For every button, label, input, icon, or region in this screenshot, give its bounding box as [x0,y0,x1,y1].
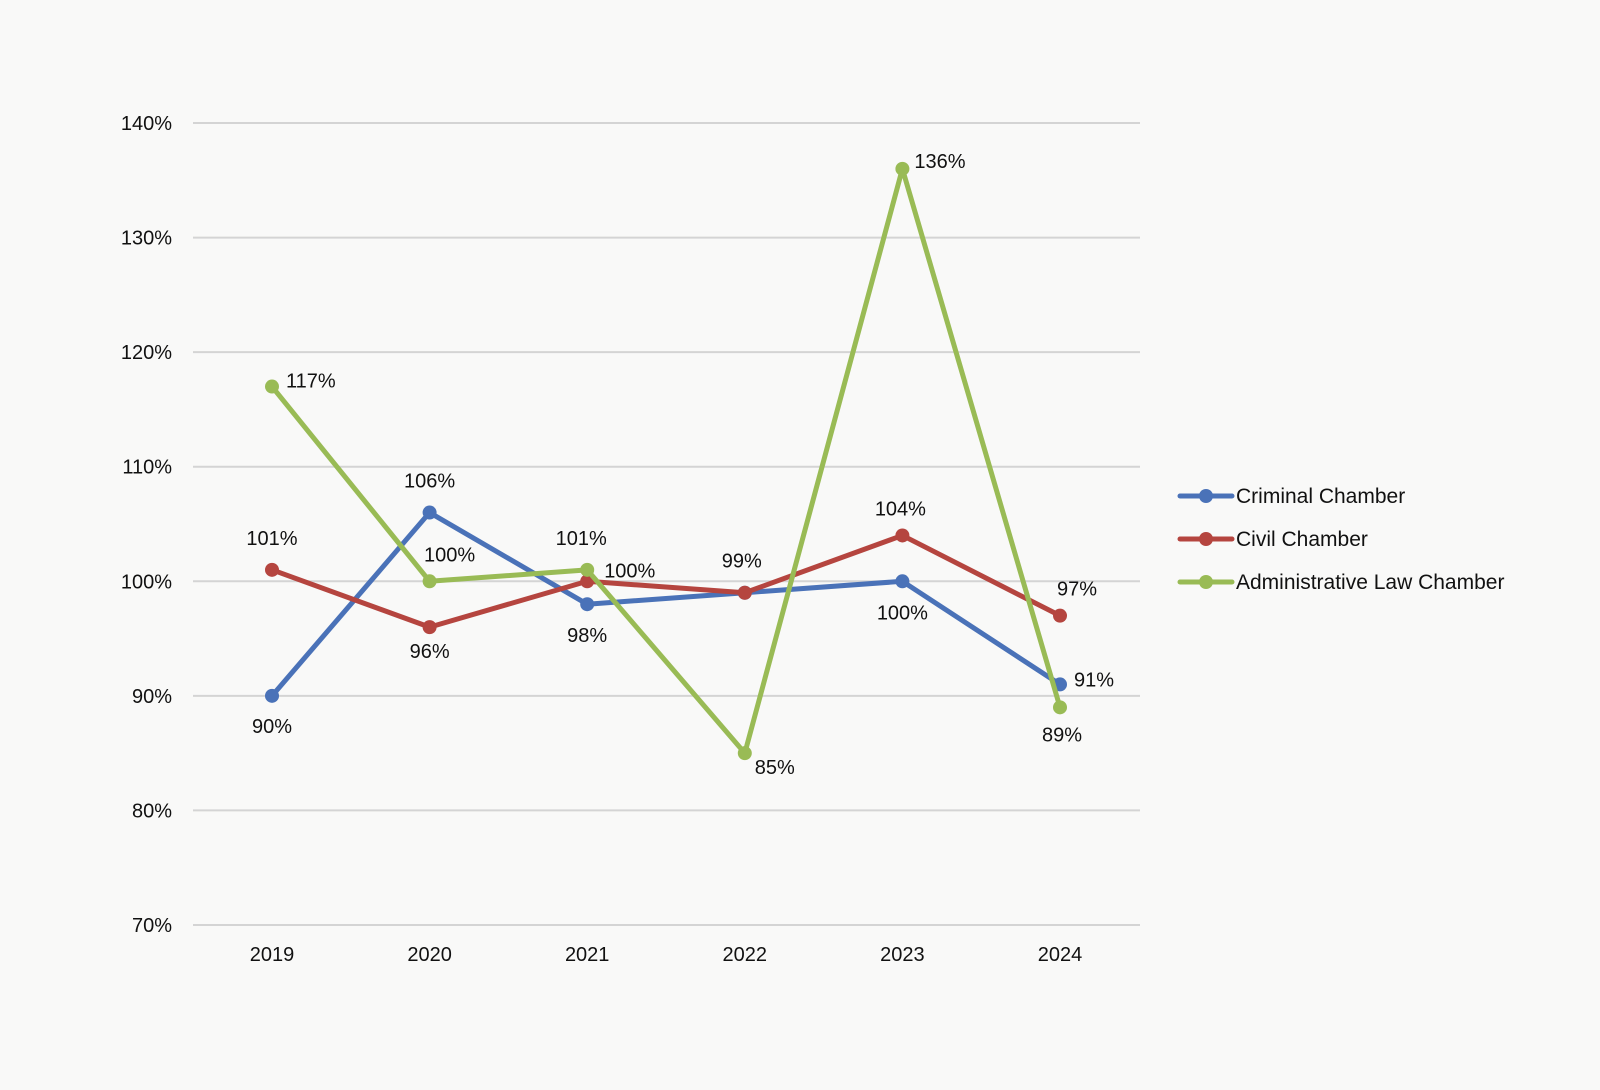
y-tick-label: 80% [132,800,172,822]
series-criminal-chamber [265,505,1067,703]
legend-item: Civil Chamber [1177,528,1368,551]
x-tick-label: 2022 [723,944,768,966]
data-point [895,574,910,589]
series-line [269,166,1063,756]
legend-item: Administrative Law Chamber [1177,571,1504,594]
data-label: 101% [246,528,297,550]
x-axis-tick-labels: 2019 2020 2021 2022 2023 2024 [250,944,1083,966]
y-axis-tick-labels: 70% 80% 90% 100% 110% 120% 130% 140% [121,113,172,937]
data-label: 97% [1057,579,1097,601]
y-tick-label: 130% [121,228,172,250]
data-label: 100% [424,544,475,566]
legend-label: Criminal Chamber [1236,485,1405,508]
legend: Criminal Chamber Civil Chamber Administrat… [1177,485,1504,594]
data-point [1053,700,1067,715]
y-tick-label: 140% [121,113,172,135]
legend-swatch-marker [1199,532,1213,546]
data-point [265,379,279,394]
legend-label: Administrative Law Chamber [1236,571,1504,594]
data-point [895,161,910,176]
x-tick-label: 2021 [565,944,610,966]
x-tick-label: 2020 [407,944,452,966]
data-point [1053,608,1067,623]
legend-swatch-marker [1199,575,1213,589]
legend-swatch-marker [1199,489,1213,503]
data-label: 99% [722,551,762,573]
data-point [580,562,595,577]
data-point [422,505,437,520]
data-point [737,746,752,761]
data-point [737,585,752,600]
data-point [895,528,910,543]
series-line [269,532,1063,630]
data-label: 100% [604,560,655,582]
data-point [580,574,595,589]
y-tick-label: 90% [132,686,172,708]
gridlines [193,122,1140,926]
x-tick-label: 2023 [880,944,925,966]
data-point [422,620,437,635]
data-label: 90% [252,716,292,738]
series-lines [265,161,1067,761]
data-label: 136% [914,151,965,173]
data-label: 104% [875,498,926,520]
data-label: 106% [404,471,455,493]
series-line [269,510,1063,699]
data-point [265,562,279,577]
data-label: 98% [567,625,607,647]
data-labels: 90% 106% 98% 100% 91% 101% 96% 100% 99% 104% 97% 11… [246,151,1114,779]
data-label: 101% [556,528,607,550]
data-point [422,574,437,589]
data-label: 100% [877,602,928,624]
data-label: 117% [286,371,336,393]
series-administrative-law-chamber [265,161,1067,761]
data-point [580,597,595,612]
data-label: 89% [1042,724,1082,746]
data-label: 91% [1074,669,1114,691]
y-tick-label: 70% [132,915,172,937]
series-civil-chamber [265,528,1067,635]
x-tick-label: 2019 [250,944,295,966]
x-tick-label: 2024 [1038,944,1083,966]
legend-label: Civil Chamber [1236,528,1368,551]
data-label: 96% [410,641,450,663]
y-tick-label: 120% [121,342,172,364]
legend-item: Criminal Chamber [1177,485,1405,508]
y-tick-label: 110% [122,457,172,479]
data-label: 85% [755,757,795,779]
data-point [265,688,279,703]
y-tick-label: 100% [121,571,172,593]
